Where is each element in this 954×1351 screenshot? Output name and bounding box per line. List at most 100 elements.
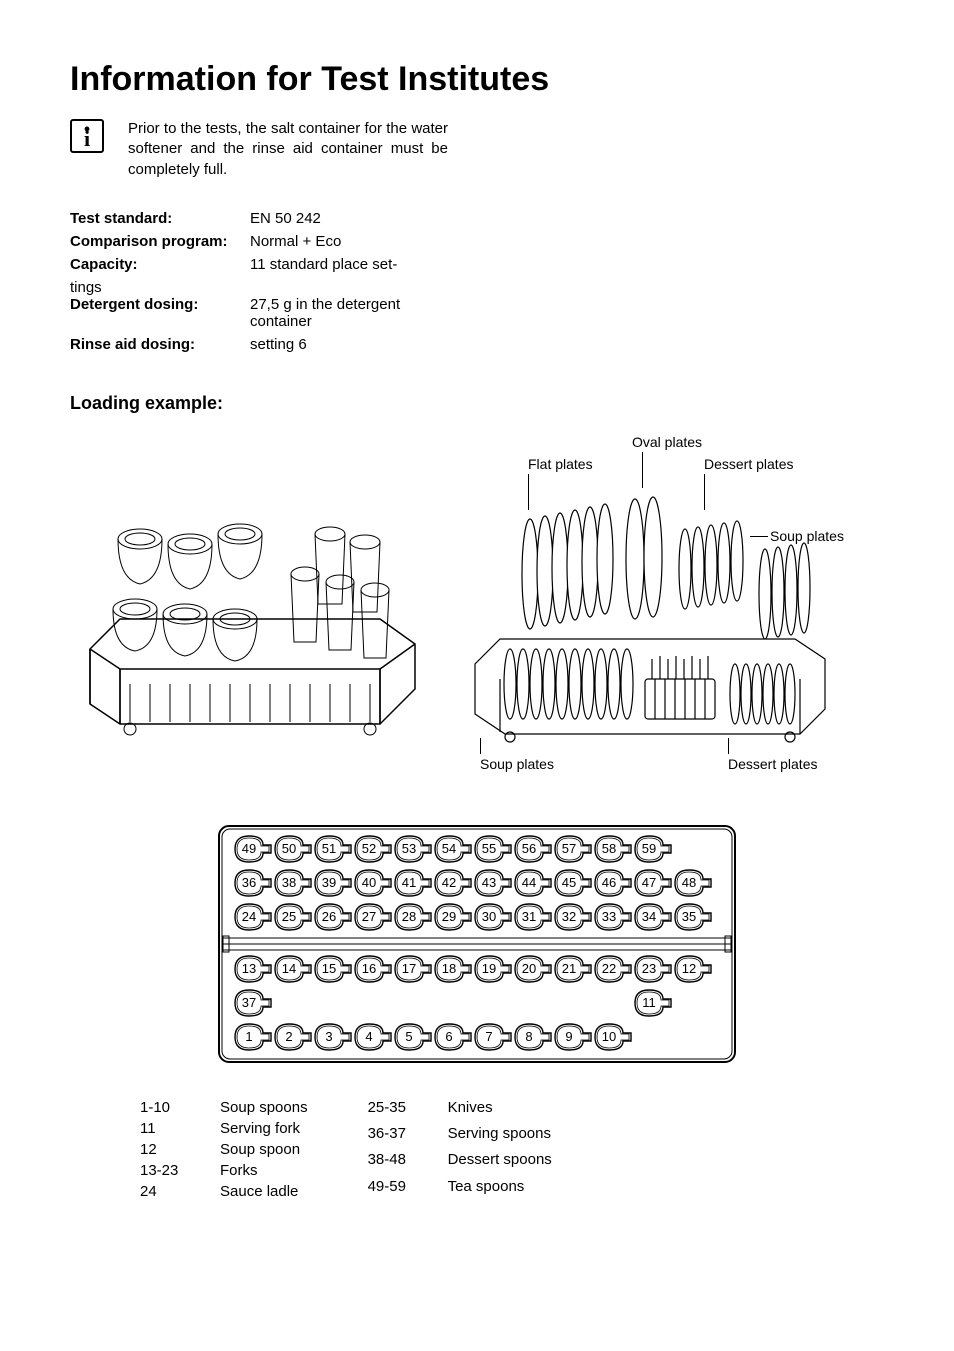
cutlery-slot-number: 49 (242, 841, 256, 856)
legend-range: 25-35 (368, 1099, 448, 1121)
cutlery-slot-number: 47 (642, 875, 656, 890)
cutlery-slot-number: 45 (562, 875, 576, 890)
legend-range: 12 (140, 1141, 220, 1158)
note-text: Prior to the tests, the salt container f… (128, 119, 448, 180)
legend-label: Dessert spoons (448, 1151, 552, 1173)
cutlery-slot-number: 35 (682, 909, 696, 924)
cutlery-slot-number: 33 (602, 909, 616, 924)
cutlery-slot-number: 2 (285, 1029, 292, 1044)
legend-label: Soup spoons (220, 1099, 308, 1116)
cutlery-slot-number: 15 (322, 961, 336, 976)
cutlery-slot-number: 27 (362, 909, 376, 924)
legend-label: Forks (220, 1162, 308, 1179)
legend-label: Sauce ladle (220, 1183, 308, 1200)
cutlery-slot-number: 41 (402, 875, 416, 890)
loading-heading: Loading example: (70, 393, 884, 414)
spec-label: Rinse aid dosing: (70, 336, 250, 353)
legend-range: 1-10 (140, 1099, 220, 1116)
cutlery-slot-number: 34 (642, 909, 656, 924)
legend-range: 24 (140, 1183, 220, 1200)
cutlery-slot-number: 52 (362, 841, 376, 856)
cutlery-slot-number: 50 (282, 841, 296, 856)
cutlery-basket-diagram: 4950515253545556575859363839404142434445… (217, 824, 737, 1069)
cutlery-slot-number: 12 (682, 961, 696, 976)
legend-range: 36-37 (368, 1125, 448, 1147)
cutlery-slot-number: 9 (565, 1029, 572, 1044)
legend-range: 11 (140, 1120, 220, 1137)
cutlery-slot-number: 51 (322, 841, 336, 856)
spec-row: Rinse aid dosing:setting 6 (70, 336, 884, 353)
cutlery-slot-number: 54 (442, 841, 456, 856)
legend-range: 13-23 (140, 1162, 220, 1179)
cutlery-slot-number: 21 (562, 961, 576, 976)
spec-row: Detergent dosing:27,5 g in the detergent… (70, 296, 884, 330)
note-block: i Prior to the tests, the salt container… (70, 119, 884, 180)
cutlery-slot-number: 4 (365, 1029, 372, 1044)
cutlery-slot-number: 40 (362, 875, 376, 890)
cutlery-slot-number: 24 (242, 909, 256, 924)
spec-value: EN 50 242 (250, 210, 321, 227)
callout-oval-plates: Oval plates (632, 434, 702, 450)
spec-value: Normal + Eco (250, 233, 341, 250)
spec-trailing: tings (70, 279, 884, 296)
legend-label: Soup spoon (220, 1141, 308, 1158)
legend-label: Knives (448, 1099, 552, 1121)
spec-label: Capacity: (70, 256, 250, 273)
legend-range: 38-48 (368, 1151, 448, 1173)
cutlery-slot-number: 8 (525, 1029, 532, 1044)
upper-rack-diagram (70, 474, 430, 754)
spec-label: Comparison program: (70, 233, 250, 250)
spec-label: Detergent dosing: (70, 296, 250, 330)
cutlery-slot-number: 39 (322, 875, 336, 890)
diagrams-row: Oval plates Flat plates Dessert plates S… (70, 434, 884, 784)
cutlery-slot-number: 18 (442, 961, 456, 976)
legend-range: 49-59 (368, 1178, 448, 1200)
cutlery-slot-number: 37 (242, 995, 256, 1010)
cutlery-slot-number: 19 (482, 961, 496, 976)
spec-value: setting 6 (250, 336, 307, 353)
cutlery-slot-number: 56 (522, 841, 536, 856)
cutlery-slot-number: 13 (242, 961, 256, 976)
cutlery-slot-number: 57 (562, 841, 576, 856)
legend-label: Serving spoons (448, 1125, 552, 1147)
cutlery-slot-number: 31 (522, 909, 536, 924)
cutlery-slot-number: 23 (642, 961, 656, 976)
cutlery-slot-number: 26 (322, 909, 336, 924)
cutlery-slot-number: 53 (402, 841, 416, 856)
cutlery-slot-number: 20 (522, 961, 536, 976)
legend-label: Serving fork (220, 1120, 308, 1137)
cutlery-slot-number: 55 (482, 841, 496, 856)
cutlery-slot-number: 10 (602, 1029, 616, 1044)
cutlery-slot-number: 16 (362, 961, 376, 976)
lower-rack-diagram: Oval plates Flat plates Dessert plates S… (470, 434, 884, 784)
cutlery-slot-number: 22 (602, 961, 616, 976)
spec-list: Test standard:EN 50 242Comparison progra… (70, 210, 884, 353)
cutlery-slot-number: 30 (482, 909, 496, 924)
cutlery-slot-number: 44 (522, 875, 536, 890)
cutlery-slot-number: 32 (562, 909, 576, 924)
legend-label: Tea spoons (448, 1178, 552, 1200)
page-title: Information for Test Institutes (70, 60, 884, 99)
cutlery-slot-number: 3 (325, 1029, 332, 1044)
cutlery-slot-number: 29 (442, 909, 456, 924)
cutlery-slot-number: 46 (602, 875, 616, 890)
cutlery-slot-number: 5 (405, 1029, 412, 1044)
cutlery-slot-number: 38 (282, 875, 296, 890)
spec-row: Comparison program:Normal + Eco (70, 233, 884, 250)
spec-row: Capacity:11 standard place set- (70, 256, 884, 273)
cutlery-slot-number: 36 (242, 875, 256, 890)
spec-value: 27,5 g in the detergent container (250, 296, 440, 330)
spec-label: Test standard: (70, 210, 250, 227)
spec-row: Test standard:EN 50 242 (70, 210, 884, 227)
spec-value: 11 standard place set- (250, 256, 397, 273)
cutlery-slot-number: 59 (642, 841, 656, 856)
info-icon: i (70, 119, 104, 153)
cutlery-slot-number: 1 (245, 1029, 252, 1044)
cutlery-slot-number: 14 (282, 961, 296, 976)
cutlery-slot-number: 58 (602, 841, 616, 856)
cutlery-slot-number: 28 (402, 909, 416, 924)
cutlery-slot-number: 43 (482, 875, 496, 890)
cutlery-slot-number: 48 (682, 875, 696, 890)
cutlery-slot-number: 42 (442, 875, 456, 890)
cutlery-slot-number: 17 (402, 961, 416, 976)
